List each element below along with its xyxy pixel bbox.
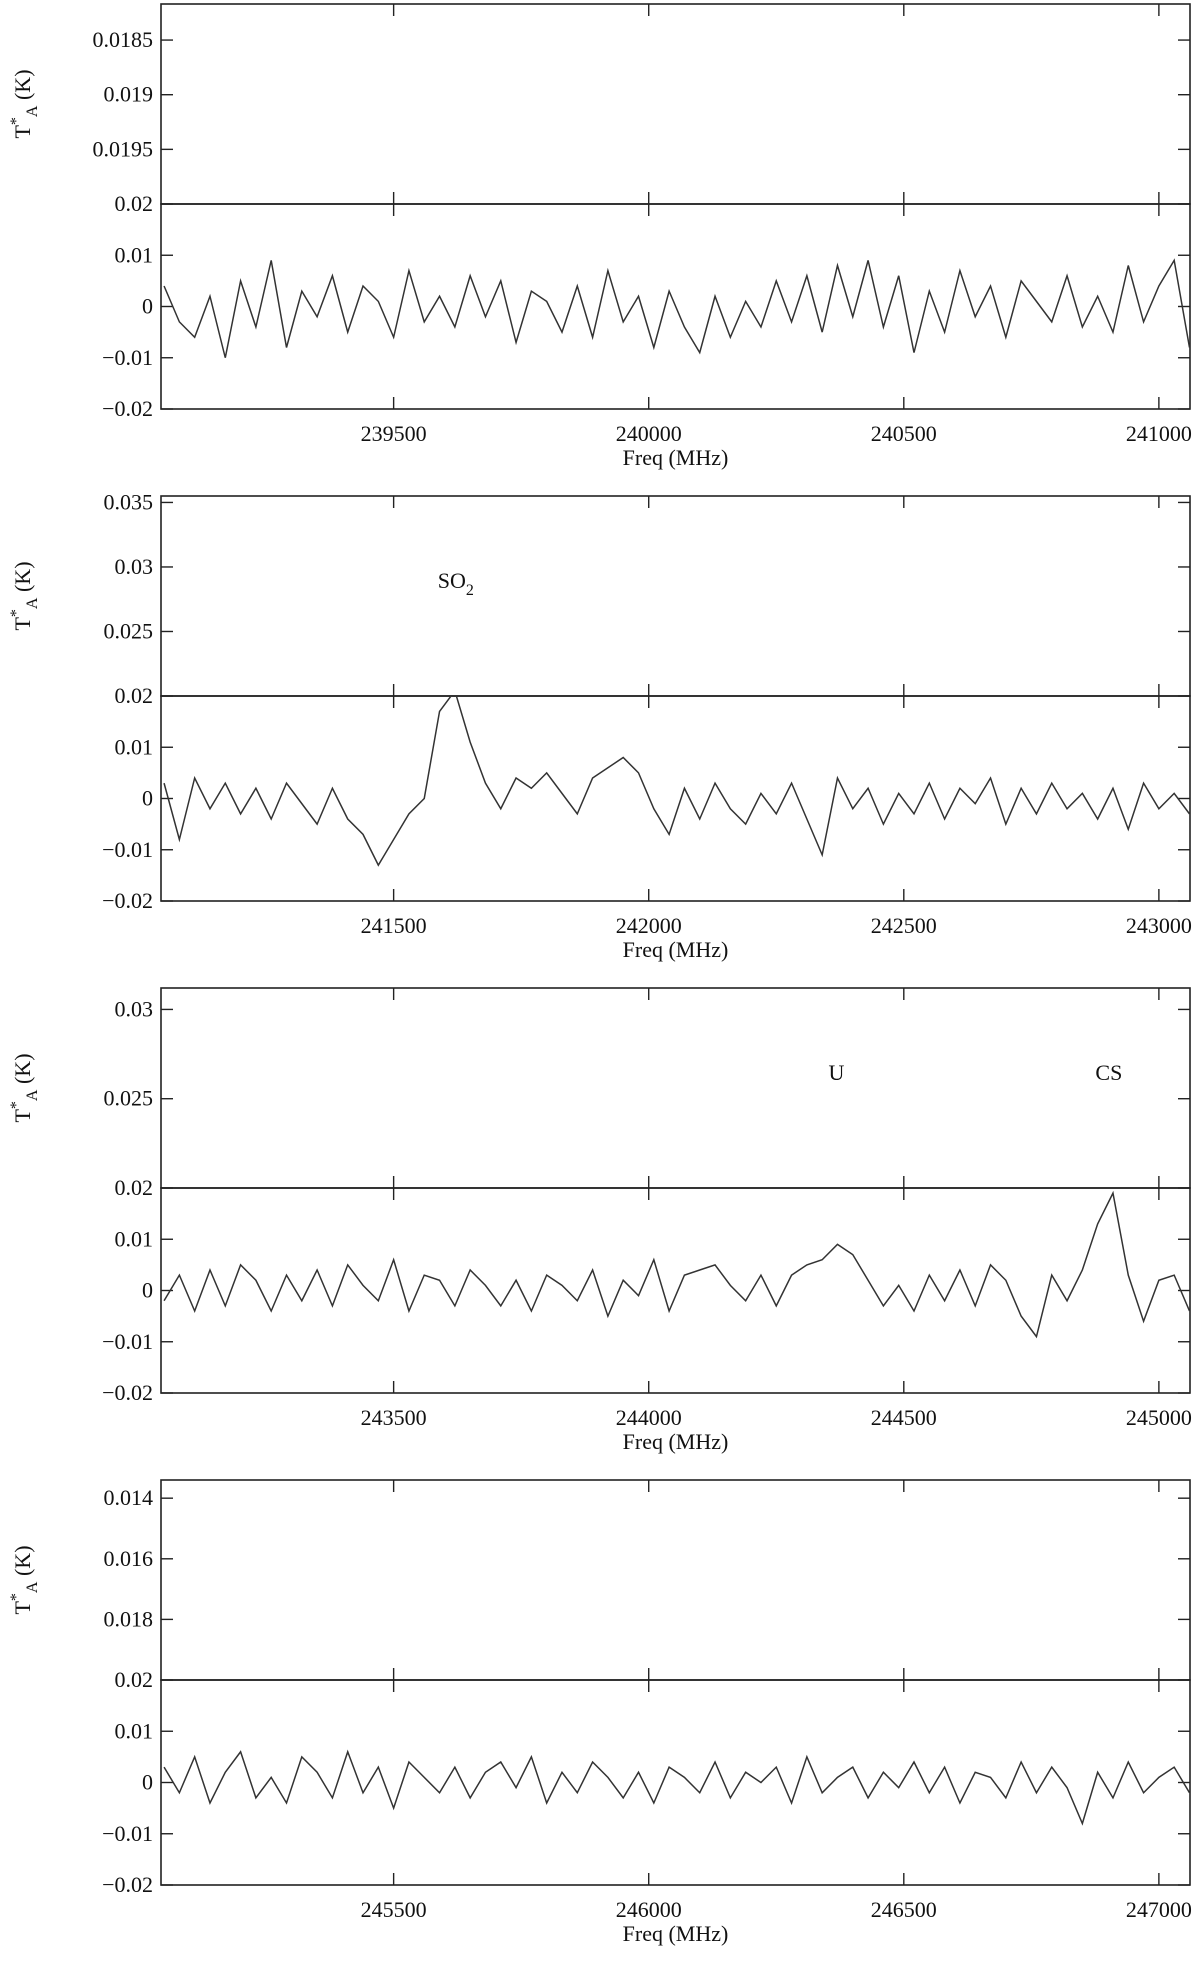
x-tick-label: 240000: [616, 421, 682, 446]
y-tick-label: 0: [142, 1770, 153, 1795]
y-tick-label: −0.01: [102, 837, 153, 862]
lower-frame: [160, 1187, 1191, 1394]
y-tick-label: 0.01: [115, 734, 154, 759]
x-tick-label: 245000: [1126, 1405, 1192, 1430]
y-label-sub: A: [24, 597, 41, 609]
y-tick-label: 0.01: [115, 1718, 154, 1743]
y-label-sub: A: [24, 1089, 41, 1101]
x-tick-label: 242500: [871, 913, 937, 938]
y-tick-label: 0: [142, 786, 153, 811]
y-label-symbol: T: [10, 617, 35, 631]
y-label-unit: (K): [10, 561, 35, 592]
y-label-symbol: T: [10, 1109, 35, 1123]
y-label-symbol: T: [10, 1601, 35, 1615]
spectrum-line: [163, 1190, 1190, 1339]
x-tick-label: 246000: [616, 1897, 682, 1922]
panel: 0.035 0.03 0.025 0.02 −0.02 −0.01 0 0.01 241500 2…: [8, 489, 1192, 962]
y-tick-label: 0: [142, 294, 153, 319]
y-tick-label: 0.02: [115, 1667, 154, 1692]
y-label-sup: *: [8, 1101, 25, 1109]
x-tick-label: 244000: [616, 1405, 682, 1430]
x-tick-label: 240500: [871, 421, 937, 446]
lower-frame: [160, 695, 1191, 902]
y-tick-label: 0: [142, 1278, 153, 1303]
upper-frame: [160, 1479, 1191, 1681]
y-tick-label: 0.035: [104, 489, 154, 514]
y-label-sup: *: [8, 609, 25, 617]
y-tick-label: 0.018: [104, 1606, 154, 1631]
y-tick-label: −0.02: [102, 1872, 153, 1897]
y-label-sup: *: [8, 117, 25, 125]
x-axis-label: Freq (MHz): [623, 445, 729, 470]
upper-frame: [160, 987, 1191, 1189]
panel: 0.03 0.025 0.02 −0.02 −0.01 0 0.01 243500 244000…: [8, 987, 1192, 1454]
spectrum-line: [163, 696, 1190, 867]
y-tick-label: −0.01: [102, 1329, 153, 1354]
y-tick-label: 0.019: [104, 82, 154, 107]
spectrum-line: [163, 258, 1190, 358]
x-tick-label: 246500: [871, 1897, 937, 1922]
annotation: CS: [1095, 1060, 1122, 1085]
panel: 0.014 0.016 0.018 0.02 −0.02 −0.01 0 0.01 245500…: [8, 1479, 1192, 1946]
y-tick-label: 0.01: [115, 1226, 154, 1251]
x-axis-label: Freq (MHz): [623, 1921, 729, 1946]
y-tick-label: 0.02: [115, 1175, 154, 1200]
x-tick-label: 242000: [616, 913, 682, 938]
y-tick-label: −0.02: [102, 888, 153, 913]
annotation: U: [829, 1060, 845, 1085]
y-tick-label: −0.01: [102, 345, 153, 370]
annotation-text: U: [829, 1060, 845, 1085]
annotation-sub: 2: [466, 582, 474, 599]
y-tick-label: 0.03: [115, 996, 154, 1021]
y-label-symbol: T: [10, 125, 35, 139]
x-tick-label: 244500: [871, 1405, 937, 1430]
y-label-unit: (K): [10, 1053, 35, 1084]
y-label-sub: A: [24, 105, 41, 117]
x-tick-label: 243000: [1126, 913, 1192, 938]
lower-frame: [160, 1679, 1191, 1886]
y-axis-label: T*A (K): [8, 1053, 41, 1122]
x-tick-label: 247000: [1126, 1897, 1192, 1922]
x-tick-label: 241000: [1126, 421, 1192, 446]
panel: 0.0185 0.019 0.0195 0.02 −0.02 −0.01 0 0.01 2395…: [8, 3, 1192, 470]
y-tick-label: −0.01: [102, 1821, 153, 1846]
y-tick-label: −0.02: [102, 396, 153, 421]
y-axis-label: T*A (K): [8, 561, 41, 630]
y-tick-label: 0.014: [104, 1485, 154, 1510]
y-tick-label: 0.01: [115, 242, 154, 267]
y-tick-label: 0.0195: [93, 136, 154, 161]
x-tick-label: 243500: [361, 1405, 427, 1430]
y-tick-label: 0.025: [104, 618, 154, 643]
y-label-unit: (K): [10, 69, 35, 100]
annotation-text: SO: [438, 568, 466, 593]
y-tick-label: 0.02: [115, 191, 154, 216]
y-axis-label: T*A (K): [8, 69, 41, 138]
y-label-sub: A: [24, 1581, 41, 1593]
x-axis-label: Freq (MHz): [623, 1429, 729, 1454]
y-label-sup: *: [8, 1593, 25, 1601]
y-tick-label: −0.02: [102, 1380, 153, 1405]
y-tick-label: 0.02: [115, 683, 154, 708]
annotation: SO2: [438, 568, 474, 599]
x-tick-label: 239500: [361, 421, 427, 446]
y-label-unit: (K): [10, 1545, 35, 1576]
upper-frame: [160, 3, 1191, 205]
x-tick-label: 241500: [361, 913, 427, 938]
y-tick-label: 0.025: [104, 1086, 154, 1111]
y-tick-label: 0.0185: [93, 27, 154, 52]
x-tick-label: 245500: [361, 1897, 427, 1922]
y-tick-label: 0.016: [104, 1546, 154, 1571]
annotation-text: CS: [1095, 1060, 1122, 1085]
y-tick-label: 0.03: [115, 554, 154, 579]
spectrum-line: [163, 1749, 1190, 1826]
x-axis-label: Freq (MHz): [623, 937, 729, 962]
upper-frame: [160, 495, 1191, 697]
y-axis-label: T*A (K): [8, 1545, 41, 1614]
